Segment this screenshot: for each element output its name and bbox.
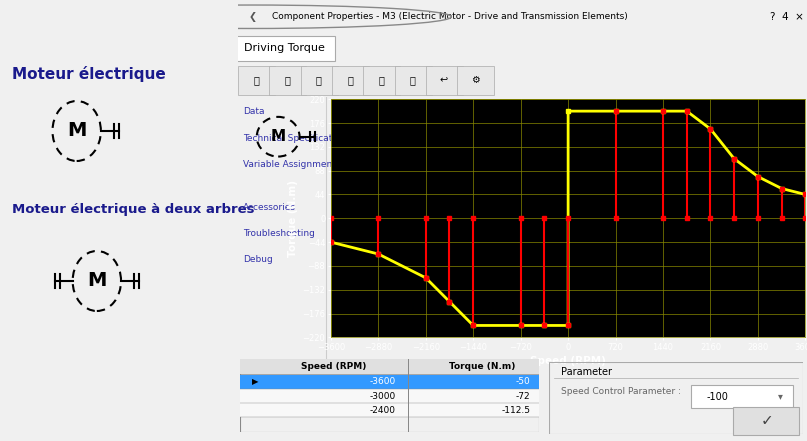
FancyBboxPatch shape	[691, 385, 792, 408]
FancyBboxPatch shape	[733, 407, 799, 435]
FancyBboxPatch shape	[270, 66, 307, 95]
Text: Parameter: Parameter	[562, 367, 613, 377]
FancyBboxPatch shape	[240, 359, 539, 374]
Text: -112.5: -112.5	[501, 406, 530, 415]
Text: 🔍: 🔍	[347, 75, 353, 85]
FancyBboxPatch shape	[426, 66, 462, 95]
Text: M: M	[67, 122, 86, 141]
FancyBboxPatch shape	[457, 66, 494, 95]
Text: 🖼: 🖼	[253, 75, 259, 85]
Text: Torque (N.m): Torque (N.m)	[449, 362, 515, 371]
Text: Moteur électrique: Moteur électrique	[12, 66, 166, 82]
FancyBboxPatch shape	[235, 36, 335, 60]
X-axis label: Speed (RPM): Speed (RPM)	[530, 356, 606, 366]
Text: ▶: ▶	[253, 377, 259, 386]
Text: Component Properties - M3 (Electric Motor - Drive and Transmission Elements): Component Properties - M3 (Electric Moto…	[272, 12, 628, 21]
Text: M: M	[87, 272, 107, 291]
Text: 🔲: 🔲	[285, 75, 291, 85]
Text: ↩: ↩	[440, 75, 448, 85]
FancyBboxPatch shape	[240, 375, 539, 389]
Text: Debug: Debug	[243, 255, 273, 264]
Text: Troubleshooting: Troubleshooting	[243, 229, 315, 238]
Text: 📷: 📷	[410, 75, 416, 85]
Text: ?  4  ×: ? 4 ×	[770, 12, 804, 22]
Text: Speed Control Parameter :: Speed Control Parameter :	[562, 387, 681, 396]
Text: 👁: 👁	[316, 75, 322, 85]
Text: M: M	[270, 129, 286, 144]
Y-axis label: Torque (N.m): Torque (N.m)	[288, 180, 298, 257]
FancyBboxPatch shape	[332, 66, 369, 95]
Text: -72: -72	[516, 392, 530, 400]
Text: -3600: -3600	[370, 377, 395, 386]
Text: Speed (RPM): Speed (RPM)	[300, 362, 366, 371]
Text: ▾: ▾	[778, 392, 783, 402]
Text: Data: Data	[243, 107, 265, 116]
Text: 🔍: 🔍	[378, 75, 384, 85]
Text: Moteur électrique à deux arbres: Moteur électrique à deux arbres	[12, 203, 254, 216]
Text: -100: -100	[706, 392, 728, 402]
Text: ❮: ❮	[249, 12, 257, 22]
Text: Accessories: Accessories	[243, 202, 296, 212]
FancyBboxPatch shape	[238, 66, 275, 95]
FancyBboxPatch shape	[395, 66, 432, 95]
Text: Driving Torque: Driving Torque	[245, 43, 325, 53]
Text: ✓: ✓	[760, 412, 773, 428]
FancyBboxPatch shape	[240, 403, 539, 417]
Text: Variable Assignment: Variable Assignment	[243, 160, 336, 169]
Text: -2400: -2400	[370, 406, 395, 415]
Text: -50: -50	[516, 377, 530, 386]
Text: -3000: -3000	[370, 392, 395, 400]
FancyBboxPatch shape	[240, 389, 539, 403]
FancyBboxPatch shape	[363, 66, 400, 95]
FancyBboxPatch shape	[301, 66, 337, 95]
Text: Technical Specifications: Technical Specifications	[243, 134, 351, 142]
Text: ⚙: ⚙	[471, 75, 479, 85]
